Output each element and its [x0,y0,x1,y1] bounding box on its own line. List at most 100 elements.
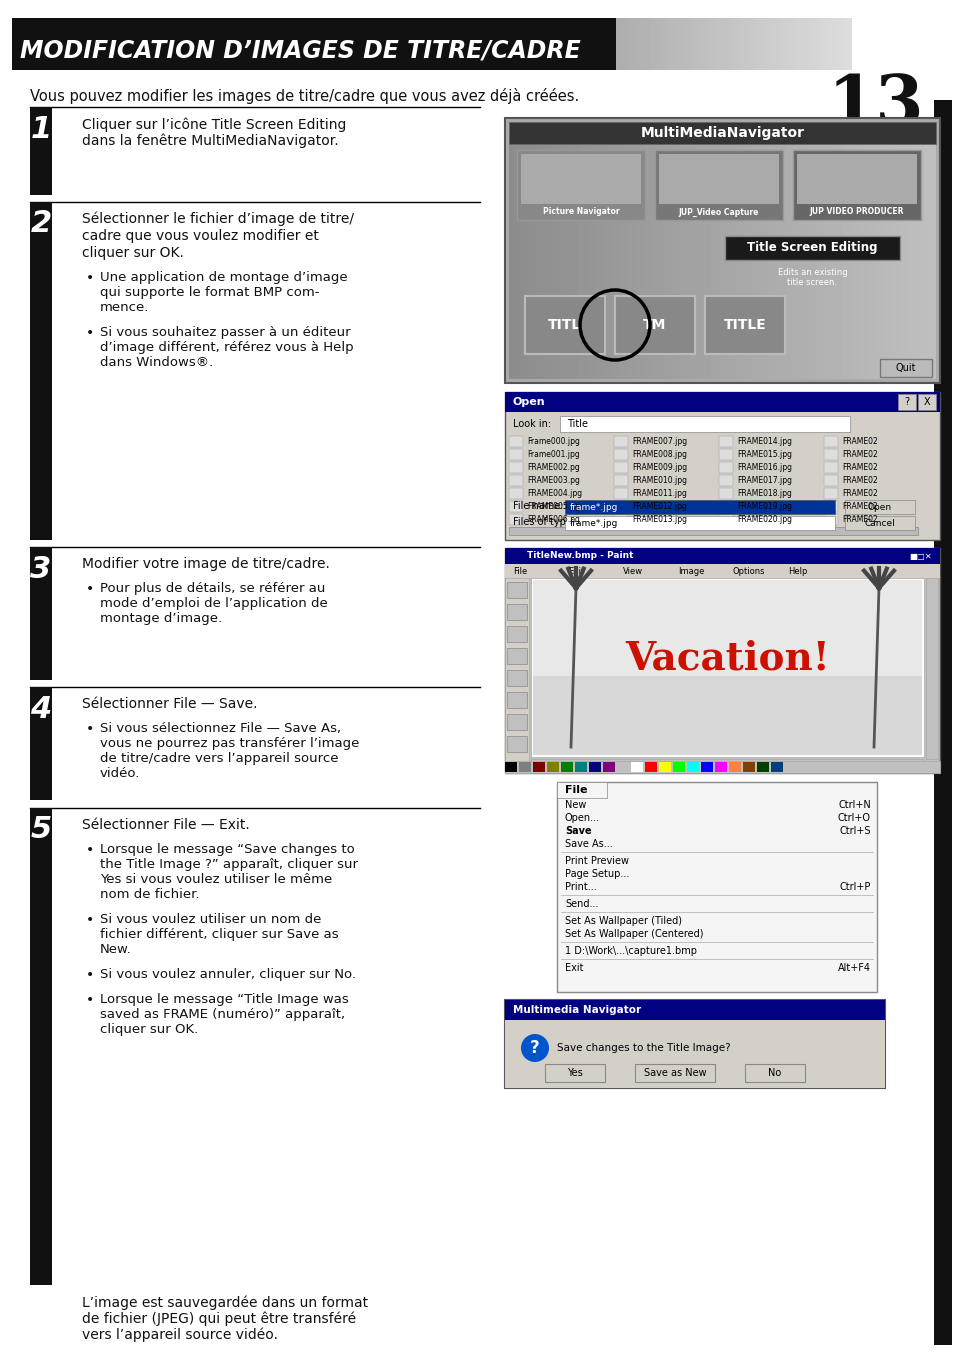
Text: •: • [86,993,94,1007]
Text: TitleNew.bmp - Paint: TitleNew.bmp - Paint [526,551,633,561]
Bar [655,150,782,220]
Text: TITLE: TITLE [723,318,765,332]
Text: 4: 4 [30,695,51,724]
Bar [30,107,52,195]
Bar [614,501,627,512]
Text: Lorsque le message “Save changes to: Lorsque le message “Save changes to [100,843,355,856]
Bar [602,762,615,772]
Text: Modifier votre image de titre/cadre.: Modifier votre image de titre/cadre. [82,557,330,570]
Text: the Title Image ?” apparaît, cliquer sur: the Title Image ?” apparaît, cliquer sur [100,858,357,871]
Bar [504,547,939,772]
Text: JUP VIDEO PRODUCER: JUP VIDEO PRODUCER [809,207,903,217]
Text: TITL: TITL [548,318,581,332]
Text: Picture Navigator: Picture Navigator [542,207,618,217]
Text: •: • [86,913,94,927]
Text: FRAME017.jpg: FRAME017.jpg [737,476,791,485]
Bar [792,150,920,220]
Bar [504,118,939,383]
Text: Exit: Exit [564,963,583,973]
Text: 2: 2 [30,210,51,238]
Text: •: • [86,327,94,340]
Bar [897,394,915,411]
Bar [823,488,837,499]
Text: Title: Title [566,419,587,430]
Text: Options: Options [732,566,764,576]
Bar [614,476,627,486]
Text: de fichier (JPEG) qui peut être transféré: de fichier (JPEG) qui peut être transfér… [82,1312,355,1325]
Bar [659,154,779,205]
Text: d’image différent, référez vous à Help: d’image différent, référez vous à Help [100,341,354,354]
Text: Si vous souhaitez passer à un éditeur: Si vous souhaitez passer à un éditeur [100,327,351,339]
Bar [509,436,522,447]
Bar [531,759,923,771]
Bar [724,236,899,260]
Bar [506,692,526,709]
Bar [533,762,544,772]
Text: Save As...: Save As... [564,839,612,850]
Bar [844,516,914,530]
Text: 1 D:\Work\...\capture1.bmp: 1 D:\Work\...\capture1.bmp [564,946,697,957]
Bar [506,669,526,686]
Bar [546,762,558,772]
Text: Cancel: Cancel [863,519,895,527]
Bar [757,762,768,772]
Text: FRAME02: FRAME02 [841,438,877,446]
Text: qui supporte le format BMP com-: qui supporte le format BMP com- [100,286,319,299]
Text: Si vous sélectionnez File — Save As,: Si vous sélectionnez File — Save As, [100,722,341,734]
Text: Si vous voulez annuler, cliquer sur No.: Si vous voulez annuler, cliquer sur No. [100,967,355,981]
Text: Open: Open [867,503,891,511]
Text: Save changes to the Title Image?: Save changes to the Title Image? [557,1043,730,1053]
Text: saved as FRAME (numéro)” apparaît,: saved as FRAME (numéro)” apparaît, [100,1008,345,1022]
Bar [504,392,939,541]
Bar [509,527,917,535]
Text: FRAME020.jpg: FRAME020.jpg [737,515,791,524]
Text: FRAME019.jpg: FRAME019.jpg [737,501,791,511]
Text: FRAME014.jpg: FRAME014.jpg [737,438,791,446]
Text: FRAME02: FRAME02 [841,501,877,511]
Text: Send...: Send... [564,898,598,909]
Text: Vacation!: Vacation! [624,640,829,678]
Bar [504,762,939,772]
Bar [564,500,834,514]
Bar [504,1000,884,1088]
Text: Page Setup...: Page Setup... [564,869,629,879]
Text: Title Screen Editing: Title Screen Editing [746,241,877,255]
Bar [917,394,935,411]
Text: TM: TM [642,318,666,332]
Text: Print Preview: Print Preview [564,856,628,866]
Text: frame*.jpg: frame*.jpg [569,519,618,527]
Bar [509,122,935,144]
Bar [614,488,627,499]
Text: Ctrl+P: Ctrl+P [839,882,870,892]
Bar [728,762,740,772]
Bar [506,736,526,752]
Text: FRAME004.jpg: FRAME004.jpg [526,489,581,499]
Bar [742,762,754,772]
Bar [719,514,732,524]
Bar [719,449,732,459]
Text: Yes si vous voulez utiliser le même: Yes si vous voulez utiliser le même [100,873,332,886]
Text: Ctrl+O: Ctrl+O [837,813,870,822]
Text: Pour plus de détails, se référer au: Pour plus de détails, se référer au [100,583,325,595]
Bar [659,762,670,772]
Text: Cliquer sur l’icône Title Screen Editing: Cliquer sur l’icône Title Screen Editing [82,117,346,131]
Text: Save: Save [564,827,591,836]
Bar [504,1020,884,1088]
Bar [557,782,876,992]
Bar [704,295,784,354]
Text: •: • [86,583,94,596]
Text: New: New [564,799,586,810]
Text: Lorsque le message “Title Image was: Lorsque le message “Title Image was [100,993,349,1005]
Text: montage d’image.: montage d’image. [100,612,222,625]
Text: de titre/cadre vers l’appareil source: de titre/cadre vers l’appareil source [100,752,338,766]
Bar [575,762,586,772]
Text: FRAME011.jpg: FRAME011.jpg [631,489,686,499]
Bar [614,449,627,459]
Text: Quit: Quit [895,363,915,373]
Bar [504,579,529,772]
Text: FRAME02: FRAME02 [841,515,877,524]
Text: Frame000.jpg: Frame000.jpg [526,438,579,446]
Bar [504,564,939,579]
Bar [559,416,849,432]
Bar [714,762,726,772]
